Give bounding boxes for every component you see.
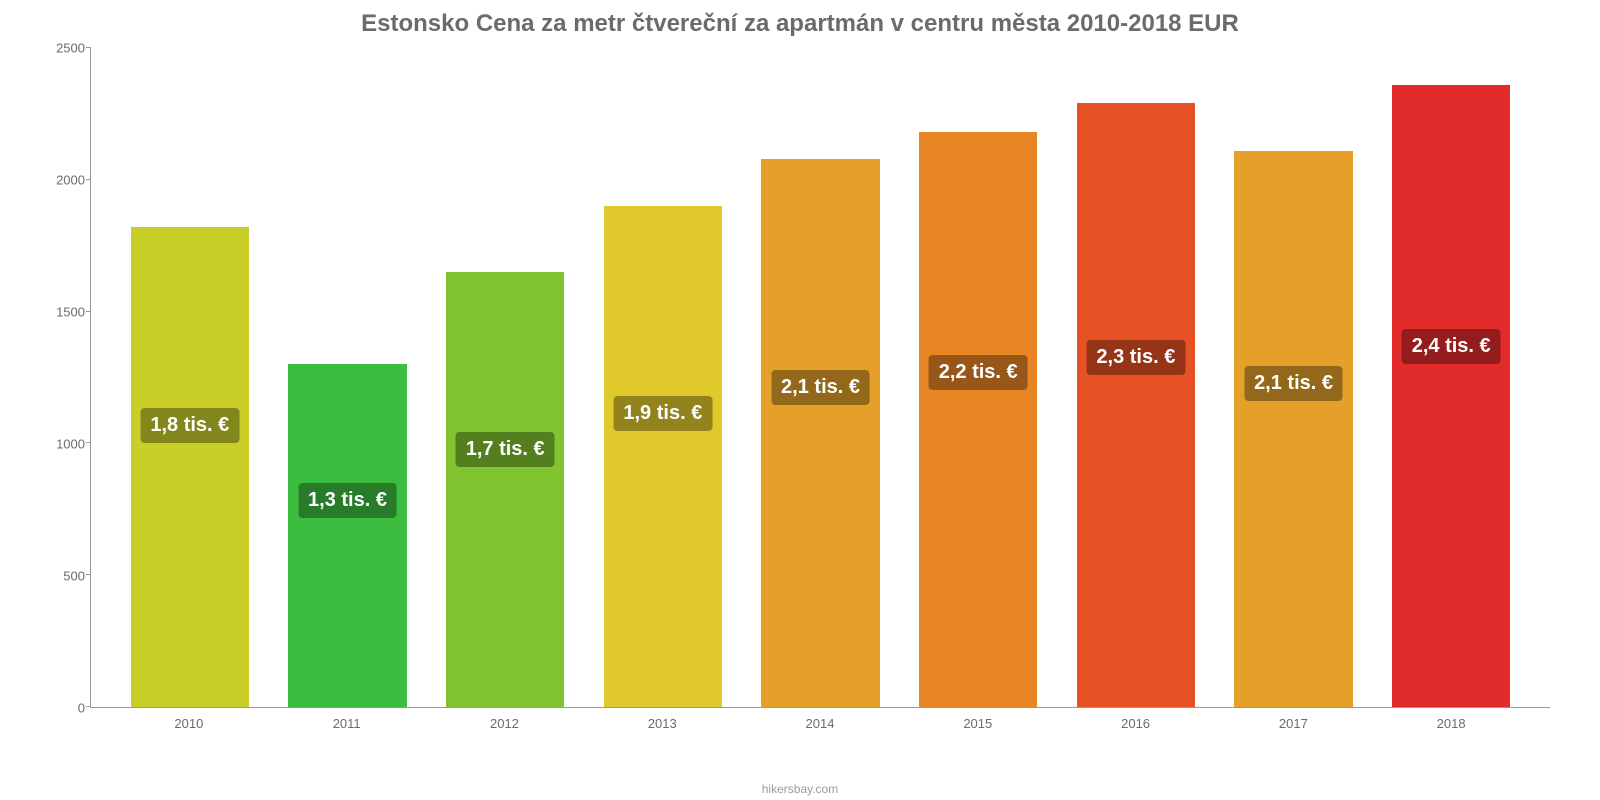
y-tick [86, 47, 91, 48]
y-axis-label: 0 [35, 701, 85, 716]
y-tick [86, 442, 91, 443]
x-axis-label: 2011 [268, 716, 426, 731]
bar-value-label: 2,3 tis. € [1086, 340, 1185, 375]
chart-container: Estonsko Cena za metr čtvereční za apart… [0, 0, 1600, 800]
bars-container: 1,8 tis. € 1,3 tis. € 1,7 tis. € 1,9 tis. €… [91, 48, 1550, 707]
y-axis-label: 1000 [35, 437, 85, 452]
x-axis-label: 2015 [899, 716, 1057, 731]
bar-value-label: 2,1 tis. € [771, 370, 870, 405]
x-axis-labels: 201020112012201320142015201620172018 [90, 708, 1550, 731]
x-axis-label: 2018 [1372, 716, 1530, 731]
bar [131, 227, 249, 707]
y-axis-label: 500 [35, 569, 85, 584]
bar [1077, 103, 1195, 707]
bar-value-label: 1,9 tis. € [613, 396, 712, 431]
bar [919, 132, 1037, 707]
y-tick [86, 574, 91, 575]
bar-wrapper: 1,9 tis. € [584, 48, 742, 707]
bar-value-label: 2,2 tis. € [929, 355, 1028, 390]
plot-area: 1,8 tis. € 1,3 tis. € 1,7 tis. € 1,9 tis. €… [90, 48, 1550, 708]
bar-wrapper: 1,7 tis. € [426, 48, 584, 707]
bar-wrapper: 1,8 tis. € [111, 48, 269, 707]
y-axis-label: 1500 [35, 305, 85, 320]
bar-wrapper: 2,3 tis. € [1057, 48, 1215, 707]
bar-wrapper: 2,1 tis. € [1215, 48, 1373, 707]
bar [288, 364, 406, 707]
bar-value-label: 2,1 tis. € [1244, 366, 1343, 401]
x-axis-label: 2013 [583, 716, 741, 731]
bar [446, 272, 564, 707]
y-tick [86, 311, 91, 312]
x-axis-label: 2012 [426, 716, 584, 731]
y-tick [86, 706, 91, 707]
bar-value-label: 2,4 tis. € [1402, 329, 1501, 364]
y-axis-label: 2500 [35, 41, 85, 56]
bar-value-label: 1,8 tis. € [140, 408, 239, 443]
bar [1234, 151, 1352, 707]
chart-title: Estonsko Cena za metr čtvereční za apart… [20, 10, 1580, 38]
x-axis-label: 2010 [110, 716, 268, 731]
bar [604, 206, 722, 707]
bar-wrapper: 2,2 tis. € [899, 48, 1057, 707]
bar [1392, 85, 1510, 707]
x-axis-label: 2016 [1057, 716, 1215, 731]
bar-value-label: 1,7 tis. € [456, 432, 555, 467]
x-axis-label: 2017 [1214, 716, 1372, 731]
x-axis-label: 2014 [741, 716, 899, 731]
bar-wrapper: 1,3 tis. € [269, 48, 427, 707]
chart-area: 05001000150020002500 1,8 tis. €1,3 tis. … [20, 48, 1580, 748]
bar-wrapper: 2,1 tis. € [742, 48, 900, 707]
bar-wrapper: 2,4 tis. € [1372, 48, 1530, 707]
y-tick [86, 179, 91, 180]
attribution: hikersbay.com [762, 782, 838, 796]
y-axis-label: 2000 [35, 173, 85, 188]
y-axis-labels: 05001000150020002500 [35, 48, 85, 708]
bar [761, 159, 879, 707]
bar-value-label: 1,3 tis. € [298, 483, 397, 518]
